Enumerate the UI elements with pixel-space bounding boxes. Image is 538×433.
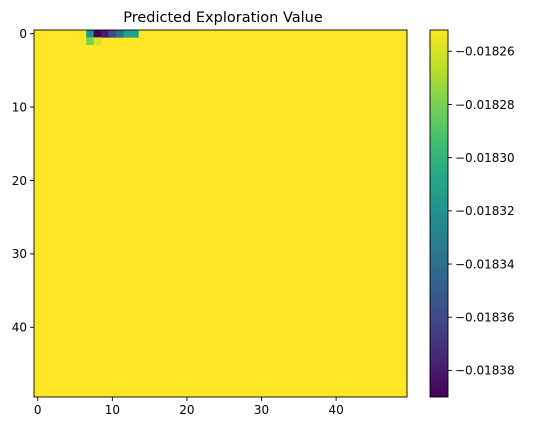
colorbar-tick-label: −0.01830	[455, 151, 515, 165]
x-tick-label: 10	[105, 403, 120, 417]
y-tick-label: 10	[12, 100, 27, 114]
heatmap-cells	[86, 30, 139, 45]
x-tick-label: 40	[328, 403, 343, 417]
heatmap-cell	[86, 37, 94, 45]
x-tick-label: 0	[34, 403, 42, 417]
colorbar-tick-label: −0.01828	[455, 98, 515, 112]
colorbar-tick-label: −0.01834	[455, 257, 515, 271]
heatmap-cell	[108, 30, 117, 38]
y-tick-label: 20	[12, 174, 27, 188]
heatmap-cell	[101, 30, 109, 38]
colorbar-frame	[429, 29, 449, 398]
x-axis: 0 10 20 30 40	[34, 397, 344, 417]
colorbar-gradient	[430, 30, 448, 397]
y-tick-label: 40	[12, 321, 27, 335]
colorbar-tick-label: −0.01832	[455, 204, 515, 218]
heatmap-cell	[123, 30, 132, 38]
heatmap-plot-area	[33, 29, 408, 398]
heatmap-cell	[86, 30, 94, 38]
heatmap-cell	[93, 37, 102, 45]
colorbar-tick-label: −0.01836	[455, 311, 515, 325]
y-tick-label: 0	[19, 27, 27, 41]
heatmap-cell	[116, 30, 124, 38]
y-axis: 0 10 20 30 40	[12, 27, 34, 335]
colorbar: −0.01826 −0.01828 −0.01830 −0.01832 −0.01834…	[429, 29, 515, 398]
colorbar-tick-label: −0.01826	[455, 45, 515, 59]
heatmap-cell	[130, 30, 139, 38]
colorbar-tick-label: −0.01838	[455, 364, 515, 378]
heatmap-cell	[93, 30, 102, 38]
x-tick-label: 20	[179, 403, 194, 417]
y-tick-label: 30	[12, 247, 27, 261]
colorbar-ticks: −0.01826 −0.01828 −0.01830 −0.01832 −0.01834…	[448, 45, 515, 378]
x-tick-label: 30	[254, 403, 269, 417]
chart-title: Predicted Exploration Value	[123, 10, 323, 26]
plot-frame	[33, 29, 408, 398]
heatmap-background	[34, 30, 407, 397]
